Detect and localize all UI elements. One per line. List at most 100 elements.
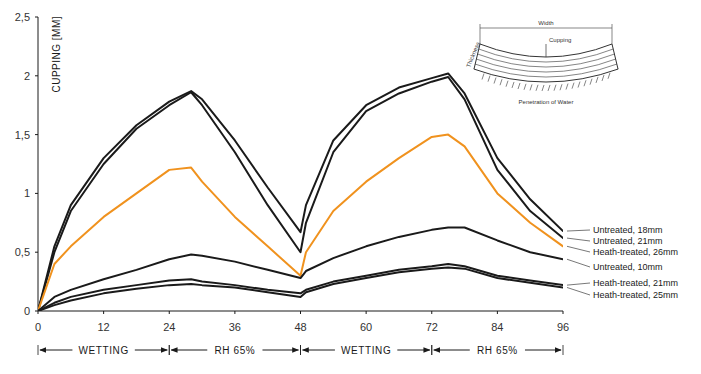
phase-bound — [563, 345, 564, 355]
x-tick — [366, 311, 367, 314]
width-tick — [612, 24, 613, 44]
water-arrow — [560, 84, 562, 90]
y-tick-label: 2,5 — [15, 11, 30, 23]
leader-line — [567, 246, 590, 252]
legend-label: Untreated, 21mm — [593, 236, 663, 246]
series-line — [38, 73, 563, 311]
x-tick-label: 60 — [360, 321, 372, 333]
water-arrow — [488, 76, 490, 82]
phase-label: RH 65% — [214, 345, 255, 356]
plank-edge — [612, 44, 618, 69]
legend-label: Heath-treated, 21mm — [593, 278, 678, 288]
phase-label: RH 65% — [477, 345, 518, 356]
phase-arrow — [262, 350, 298, 351]
water-arrow — [524, 84, 526, 90]
leader-line — [567, 238, 590, 241]
water-arrow — [566, 84, 568, 90]
water-arrow — [542, 85, 544, 91]
water-arrow — [536, 85, 538, 91]
legend-label: Untreated, 18mm — [593, 225, 663, 235]
legend-label: Heath-treated, 26mm — [593, 247, 678, 257]
x-tick — [300, 311, 301, 314]
x-tick — [169, 311, 170, 314]
y-axis — [38, 17, 39, 311]
x-tick-label: 0 — [35, 321, 41, 333]
x-tick — [563, 311, 564, 314]
y-tick — [35, 75, 38, 76]
legend-label: Untreated, 10mm — [593, 262, 663, 272]
water-arrow — [512, 82, 514, 88]
y-tick-label: 1,5 — [15, 129, 30, 141]
plank-layer — [475, 64, 617, 77]
water-arrow — [572, 83, 574, 89]
phase-bound — [169, 345, 170, 355]
y-tick-label: 1 — [24, 187, 30, 199]
water-arrow — [554, 85, 556, 91]
diagram-label: Thickness — [465, 41, 481, 68]
series-line — [38, 77, 563, 311]
phase-bound — [38, 345, 39, 355]
x-tick-label: 48 — [294, 321, 306, 333]
leader-line — [567, 259, 590, 267]
diagram-label: Penetration of Water — [519, 99, 574, 105]
phase-arrow — [303, 350, 335, 351]
phase-label: WETTING — [341, 345, 391, 356]
phase-bound — [300, 345, 301, 355]
water-arrow — [578, 82, 580, 88]
leader-line — [567, 230, 590, 231]
phase-arrow — [397, 350, 429, 351]
series-line — [38, 135, 563, 311]
x-tick-label: 96 — [557, 321, 569, 333]
phase-bound — [300, 345, 301, 355]
water-arrow — [596, 77, 598, 83]
phase-bound — [431, 345, 432, 355]
water-arrow — [548, 85, 550, 91]
y-tick — [35, 134, 38, 135]
diagram-label: Cupping — [549, 37, 571, 43]
water-arrow — [530, 84, 532, 90]
water-arrow — [494, 78, 496, 84]
y-tick-label: 0,5 — [15, 246, 30, 258]
water-arrow — [482, 74, 484, 80]
phase-arrow — [434, 350, 470, 351]
phase-arrow — [525, 350, 561, 351]
width-tick — [480, 24, 481, 44]
cupping-line — [546, 44, 547, 57]
x-tick — [38, 311, 39, 314]
series-line — [38, 267, 563, 311]
y-tick — [35, 252, 38, 253]
plank-layer — [476, 59, 616, 72]
chart: 00,511,522,501224364860728496CUPPING [MM… — [0, 0, 701, 374]
y-axis-label: CUPPING [MM] — [51, 16, 62, 93]
x-tick — [497, 311, 498, 314]
y-tick-label: 0 — [24, 305, 30, 317]
x-tick — [431, 311, 432, 314]
phase-bound — [431, 345, 432, 355]
water-arrow — [602, 75, 604, 81]
x-tick-label: 12 — [98, 321, 110, 333]
x-tick-label: 36 — [229, 321, 241, 333]
phase-arrow — [40, 350, 72, 351]
phase-bound — [169, 345, 170, 355]
water-arrow — [518, 83, 520, 89]
phase-label: WETTING — [78, 345, 128, 356]
water-arrow — [506, 81, 508, 87]
series-group — [38, 73, 563, 311]
diagram-label: Width — [538, 20, 553, 26]
series-line — [38, 264, 563, 311]
x-tick-label: 84 — [491, 321, 503, 333]
plank-layer — [480, 44, 612, 57]
x-tick-label: 24 — [163, 321, 175, 333]
water-arrow — [608, 73, 610, 79]
width-line — [480, 28, 612, 29]
water-arrow — [584, 80, 586, 86]
x-tick — [234, 311, 235, 314]
phase-arrow — [135, 350, 167, 351]
water-arrow — [590, 79, 592, 85]
water-arrow — [500, 79, 502, 85]
x-tick-label: 72 — [426, 321, 438, 333]
y-tick — [35, 17, 38, 18]
legend-label: Heath-treated, 25mm — [593, 290, 678, 300]
inset-diagram: Width Cupping Thickness Penetration of Wate… — [465, 20, 618, 105]
leader-line — [567, 283, 590, 285]
